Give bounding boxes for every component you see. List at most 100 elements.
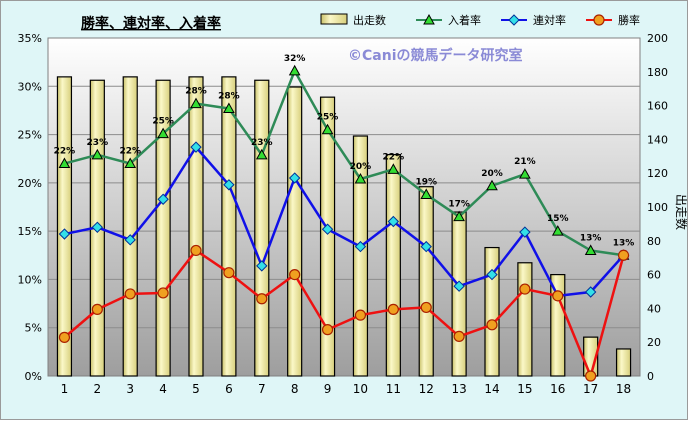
point-marker	[256, 260, 268, 272]
y-tick-label: 35%	[18, 32, 42, 45]
point-marker	[157, 193, 169, 205]
x-tick-label: 14	[484, 382, 499, 396]
x-tick-label: 17	[583, 382, 598, 396]
data-label: 20%	[350, 162, 372, 172]
point-marker	[223, 102, 235, 113]
point-marker	[486, 268, 498, 281]
point-marker	[288, 172, 301, 184]
bar	[517, 262, 533, 377]
data-label: 25%	[152, 117, 174, 127]
point-marker	[354, 172, 367, 184]
bar	[122, 76, 138, 377]
plot-area	[47, 37, 641, 377]
data-label: 13%	[613, 238, 635, 248]
y2-axis-label: 出走数	[674, 194, 687, 230]
point-marker	[58, 331, 71, 343]
point-marker	[157, 287, 169, 299]
point-marker	[617, 249, 630, 261]
point-marker	[519, 226, 531, 238]
data-label: 15%	[547, 214, 569, 224]
y-tick-label: 20%	[18, 177, 42, 190]
y2-tick-label: 60	[647, 269, 661, 282]
chart-title: 勝率、連対率、入着率	[81, 15, 221, 32]
data-label: 20%	[481, 169, 503, 179]
data-label: 22%	[54, 147, 76, 157]
x-tick-label: 18	[616, 382, 631, 396]
point-marker	[387, 215, 400, 228]
bar	[319, 96, 336, 377]
y-tick-label: 10%	[18, 273, 42, 286]
data-label: 13%	[580, 233, 602, 243]
legend-label: 入着率	[448, 13, 481, 27]
data-label: 23%	[251, 138, 273, 148]
x-tick-label: 3	[126, 382, 134, 396]
point-marker	[420, 240, 432, 253]
point-marker	[255, 148, 268, 160]
x-tick-label: 7	[258, 382, 266, 396]
point-marker	[91, 148, 104, 160]
point-marker	[190, 141, 202, 153]
y2-tick-label: 140	[647, 133, 668, 146]
point-marker	[190, 97, 202, 109]
data-label: 21%	[514, 157, 536, 167]
data-label: 22%	[119, 147, 141, 157]
data-label: 19%	[415, 177, 437, 187]
data-label: 28%	[218, 91, 240, 101]
y2-tick-label: 120	[647, 167, 668, 180]
series-line	[64, 145, 625, 298]
bar	[221, 76, 237, 377]
point-marker	[124, 157, 137, 169]
point-marker	[420, 301, 432, 314]
x-tick-label: 5	[192, 382, 200, 396]
point-marker	[321, 223, 334, 235]
point-marker	[223, 267, 235, 279]
y2-axis-ticks: 0 20 40 60 80 100 120 140 160 180 200	[647, 32, 668, 383]
x-tick-label: 16	[550, 382, 565, 396]
point-labels: 22% 23% 22% 25% 28% 28% 23% 32% 25% 20% 22% 19% 17% 2…	[54, 54, 635, 248]
data-label: 32%	[284, 54, 306, 64]
y-tick-label: 30%	[18, 80, 42, 93]
point-marker	[453, 210, 465, 222]
y2-tick-label: 20	[647, 336, 661, 349]
y2-tick-label: 180	[647, 66, 668, 79]
x-tick-label: 11	[386, 382, 401, 396]
x-tick-label: 8	[291, 382, 299, 396]
point-marker	[486, 179, 498, 191]
point-marker	[58, 228, 71, 240]
y-tick-label: 25%	[18, 129, 42, 142]
point-marker	[190, 244, 202, 257]
x-tick-label: 15	[517, 382, 532, 396]
y-tick-label: 15%	[18, 225, 42, 238]
point-marker	[585, 370, 597, 382]
point-marker	[157, 127, 169, 139]
y2-tick-label: 200	[647, 32, 668, 45]
bar	[418, 186, 434, 377]
bar	[451, 211, 467, 377]
y2-tick-label: 160	[647, 100, 668, 113]
point-marker	[288, 64, 301, 76]
point-marker	[387, 163, 400, 174]
legend-label: 勝率	[618, 13, 640, 27]
point-marker	[354, 240, 367, 253]
x-tick-label: 10	[353, 382, 368, 396]
legend-swatch	[320, 13, 348, 25]
line-series	[58, 64, 630, 382]
point-marker	[584, 244, 597, 255]
point-marker	[223, 179, 235, 191]
point-marker	[551, 225, 564, 236]
y2-tick-label: 40	[647, 302, 661, 315]
point-marker	[124, 234, 136, 246]
point-marker	[256, 293, 268, 305]
grid-lines	[48, 85, 640, 329]
point-marker	[584, 286, 597, 298]
point-marker	[387, 303, 399, 315]
x-tick-label: 6	[225, 382, 233, 396]
point-marker	[289, 269, 301, 281]
point-marker	[552, 290, 564, 302]
data-label: 23%	[87, 138, 109, 148]
x-tick-label: 2	[94, 382, 102, 396]
point-marker	[486, 319, 498, 331]
point-marker	[453, 280, 465, 292]
